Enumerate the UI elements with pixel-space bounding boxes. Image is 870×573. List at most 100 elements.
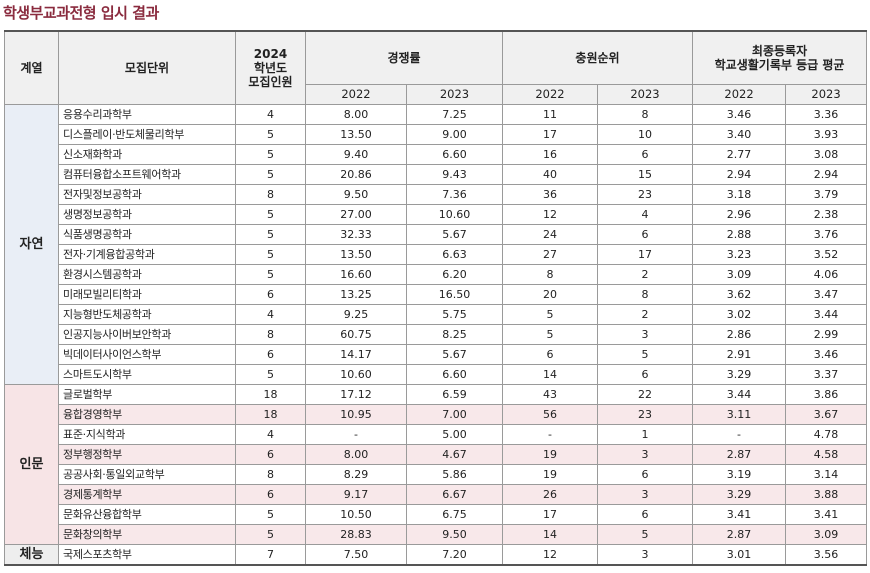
waitlist-2023-cell: 2 — [596, 263, 694, 285]
waitlist-2022-cell: 24 — [502, 223, 598, 245]
header-grade-2022: 2022 — [692, 83, 787, 105]
quota-cell: 5 — [235, 123, 306, 145]
unit-cell: 전자·기계융합공학과 — [58, 243, 236, 265]
waitlist-2023-cell: 6 — [596, 503, 694, 525]
table-row: 인문 글로벌학부 18 17.12 6.59 43 22 3.44 3.86 — [4, 383, 868, 545]
group-label: 체능 — [4, 543, 59, 566]
competition-2023-cell: 6.67 — [406, 483, 503, 505]
waitlist-2022-cell: 11 — [502, 103, 598, 125]
waitlist-2023-cell: 23 — [596, 403, 694, 425]
waitlist-2023-cell: 6 — [596, 363, 694, 385]
quota-cell: 6 — [235, 483, 306, 505]
unit-cell: 경제통계학부 — [58, 483, 236, 505]
grade-2023-cell: 3.56 — [785, 543, 868, 566]
grade-2022-cell: 2.96 — [692, 203, 787, 225]
grade-2023-cell: 3.41 — [785, 503, 868, 525]
grade-2023-cell: 3.93 — [785, 123, 868, 145]
waitlist-2022-cell: 40 — [502, 163, 598, 185]
unit-cell: 생명정보공학과 — [58, 203, 236, 225]
unit-cell: 빅데이터사이언스학부 — [58, 343, 236, 365]
grade-2022-cell: 2.86 — [692, 323, 787, 345]
quota-cell: 5 — [235, 143, 306, 165]
table-row: 지능형반도체공학과 4 9.25 5.75 5 2 3.02 3.44 — [5, 303, 868, 325]
grade-2023-cell: 2.38 — [785, 203, 868, 225]
quota-cell: 4 — [235, 303, 306, 325]
table-row: 체능 국제스포츠학부 7 7.50 7.20 12 3 3.01 3.56 — [4, 543, 868, 566]
unit-cell: 지능형반도체공학과 — [58, 303, 236, 325]
unit-cell: 정부행정학부 — [58, 443, 236, 465]
table-row: 디스플레이·반도체물리학부 5 13.50 9.00 17 10 3.40 3.93 — [5, 123, 868, 145]
unit-cell: 표준·지식학과 — [58, 423, 236, 445]
header-grade: 최종등록자 학교생활기록부 등급 평균 — [692, 30, 868, 85]
grade-2023-cell: 3.08 — [785, 143, 868, 165]
grade-2023-cell: 3.14 — [785, 463, 868, 485]
grade-2022-cell: 3.29 — [692, 483, 787, 505]
waitlist-2023-cell: 5 — [596, 343, 694, 365]
unit-cell: 국제스포츠학부 — [58, 543, 236, 566]
waitlist-2022-cell: 19 — [502, 463, 598, 485]
competition-2023-cell: 6.75 — [406, 503, 503, 525]
table-row: 공공사회·통일외교학부 8 8.29 5.86 19 6 3.19 3.14 — [5, 463, 868, 485]
grade-2022-cell: 3.46 — [692, 103, 787, 125]
grade-2022-cell: 2.94 — [692, 163, 787, 185]
grade-2022-cell: 3.02 — [692, 303, 787, 325]
table-row: 전자·기계융합공학과 5 13.50 6.63 27 17 3.23 3.52 — [5, 243, 868, 265]
header-competition: 경쟁률 — [305, 30, 503, 85]
quota-cell: 6 — [235, 283, 306, 305]
grade-2022-cell: 2.88 — [692, 223, 787, 245]
grade-2022-cell: 2.87 — [692, 523, 787, 545]
grade-2022-cell: 3.01 — [692, 543, 787, 566]
grade-2022-cell: 3.29 — [692, 363, 787, 385]
grade-2022-cell: 3.19 — [692, 463, 787, 485]
unit-cell: 전자및정보공학과 — [58, 183, 236, 205]
waitlist-2022-cell: 36 — [502, 183, 598, 205]
competition-2022-cell: 32.33 — [305, 223, 407, 245]
quota-cell: 8 — [235, 183, 306, 205]
table-row: 컴퓨터융합소프트웨어학과 5 20.86 9.43 40 15 2.94 2.94 — [5, 163, 868, 185]
competition-2022-cell: 13.50 — [305, 243, 407, 265]
unit-cell: 식품생명공학과 — [58, 223, 236, 245]
competition-2023-cell: 6.60 — [406, 143, 503, 165]
waitlist-2022-cell: 12 — [502, 543, 598, 566]
competition-2022-cell: 60.75 — [305, 323, 407, 345]
waitlist-2023-cell: 10 — [596, 123, 694, 145]
header-wait-2023: 2023 — [596, 83, 694, 105]
grade-2022-cell: 3.62 — [692, 283, 787, 305]
table-row: 경제통계학부 6 9.17 6.67 26 3 3.29 3.88 — [5, 483, 868, 505]
competition-2022-cell: 13.25 — [305, 283, 407, 305]
header-grade-line1: 최종등록자 — [751, 43, 808, 58]
admission-results-table: 계열 모집단위 2024 학년도 모집인원 경쟁률 충원순위 최종등록자 학교생… — [4, 30, 868, 566]
grade-2023-cell: 3.76 — [785, 223, 868, 245]
unit-cell: 환경시스템공학과 — [58, 263, 236, 285]
competition-2023-cell: 8.25 — [406, 323, 503, 345]
competition-2022-cell: 27.00 — [305, 203, 407, 225]
header-field: 계열 — [4, 30, 59, 105]
header-wait-2022: 2022 — [502, 83, 598, 105]
table-row: 문화창의학부 5 28.83 9.50 14 5 2.87 3.09 — [5, 523, 868, 545]
header-quota-line1: 2024 — [253, 46, 288, 61]
waitlist-2022-cell: 19 — [502, 443, 598, 465]
grade-2022-cell: 3.09 — [692, 263, 787, 285]
grade-2023-cell: 3.67 — [785, 403, 868, 425]
competition-2023-cell: 6.60 — [406, 363, 503, 385]
competition-2023-cell: 7.20 — [406, 543, 503, 566]
grade-2022-cell: - — [692, 423, 787, 445]
header-quota-line3: 모집인원 — [248, 74, 293, 89]
waitlist-2023-cell: 8 — [596, 103, 694, 125]
waitlist-2022-cell: 43 — [502, 383, 598, 405]
waitlist-2023-cell: 3 — [596, 443, 694, 465]
unit-cell: 디스플레이·반도체물리학부 — [58, 123, 236, 145]
competition-2022-cell: 8.00 — [305, 443, 407, 465]
competition-2022-cell: 13.50 — [305, 123, 407, 145]
quota-cell: 5 — [235, 523, 306, 545]
waitlist-2023-cell: 15 — [596, 163, 694, 185]
waitlist-2023-cell: 3 — [596, 323, 694, 345]
grade-2023-cell: 3.46 — [785, 343, 868, 365]
unit-cell: 융합경영학부 — [58, 403, 236, 425]
competition-2022-cell: 20.86 — [305, 163, 407, 185]
unit-cell: 인공지능사이버보안학과 — [58, 323, 236, 345]
waitlist-2022-cell: 17 — [502, 123, 598, 145]
competition-2023-cell: 4.67 — [406, 443, 503, 465]
competition-2022-cell: 7.50 — [305, 543, 407, 566]
quota-cell: 18 — [235, 403, 306, 425]
